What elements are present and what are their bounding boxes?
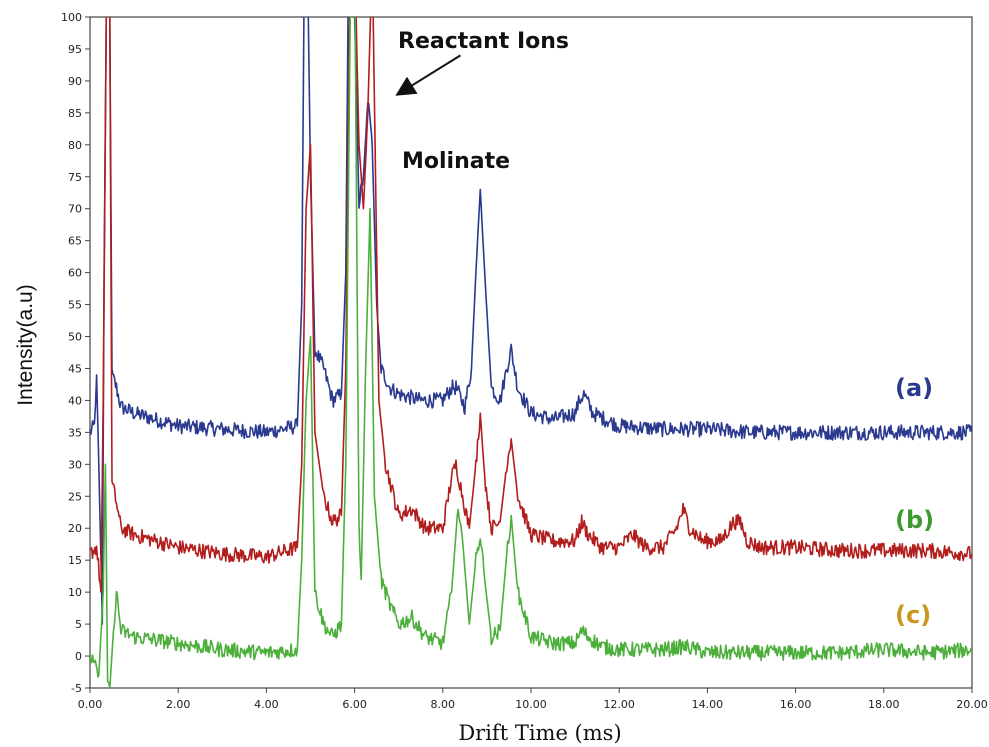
reactant-ions-annotation: Reactant Ions <box>398 29 569 54</box>
x-tick-label: 12.00 <box>603 698 635 711</box>
x-tick-label: 8.00 <box>431 698 456 711</box>
y-tick-label: 25 <box>68 490 82 503</box>
series-label-b: (b) <box>895 506 934 534</box>
x-tick-label: 14.00 <box>692 698 724 711</box>
y-tick-label: 15 <box>68 554 82 567</box>
y-tick-label: 0 <box>75 650 82 663</box>
y-tick-label: 20 <box>68 522 82 535</box>
x-tick-label: 18.00 <box>868 698 900 711</box>
y-tick-label: 50 <box>68 331 82 344</box>
y-tick-label: 80 <box>68 139 82 152</box>
series-line-a <box>90 17 972 625</box>
y-tick-label: 40 <box>68 394 82 407</box>
y-tick-label: 65 <box>68 235 82 248</box>
series-label-a: (a) <box>895 374 933 402</box>
x-tick-label: 20.00 <box>956 698 988 711</box>
y-tick-label: 55 <box>68 299 82 312</box>
x-axis-ticks: 0.00 2.00 4.00 6.00 8.00 10.00 12.00 14.00 16.00… <box>78 688 988 711</box>
series-line-b <box>90 17 972 593</box>
y-tick-label: 60 <box>68 267 82 280</box>
y-tick-label: 85 <box>68 107 82 120</box>
x-tick-label: 6.00 <box>342 698 367 711</box>
y-tick-label: 95 <box>68 43 82 56</box>
x-tick-label: 10.00 <box>515 698 547 711</box>
y-tick-label: 10 <box>68 586 82 599</box>
x-tick-label: 0.00 <box>78 698 103 711</box>
y-tick-label: 30 <box>68 458 82 471</box>
x-tick-label: 4.00 <box>254 698 279 711</box>
y-tick-label: 90 <box>68 75 82 88</box>
y-tick-label: -5 <box>71 682 82 695</box>
x-tick-label: 2.00 <box>166 698 191 711</box>
x-axis-label: Drift Time (ms) <box>458 721 621 745</box>
x-tick-label: 16.00 <box>780 698 812 711</box>
y-tick-label: 75 <box>68 171 82 184</box>
reactant-ions-arrow <box>395 54 461 96</box>
y-tick-label: 100 <box>61 11 82 24</box>
y-tick-label: 45 <box>68 362 82 375</box>
y-axis-label: Intensity(a.u) <box>14 284 37 405</box>
plot-frame <box>89 16 973 689</box>
y-tick-label: 35 <box>68 426 82 439</box>
series-lines <box>90 17 972 688</box>
y-tick-label: 5 <box>75 618 82 631</box>
y-tick-label: 70 <box>68 203 82 216</box>
series-line-c <box>90 17 972 688</box>
series-label-c: (c) <box>895 601 931 629</box>
molinate-annotation: Molinate <box>402 149 510 174</box>
y-axis-ticks: -5 0 5 10 15 20 25 30 35 40 45 50 55 60 65 70 75 80 85 90 95… <box>61 11 90 695</box>
